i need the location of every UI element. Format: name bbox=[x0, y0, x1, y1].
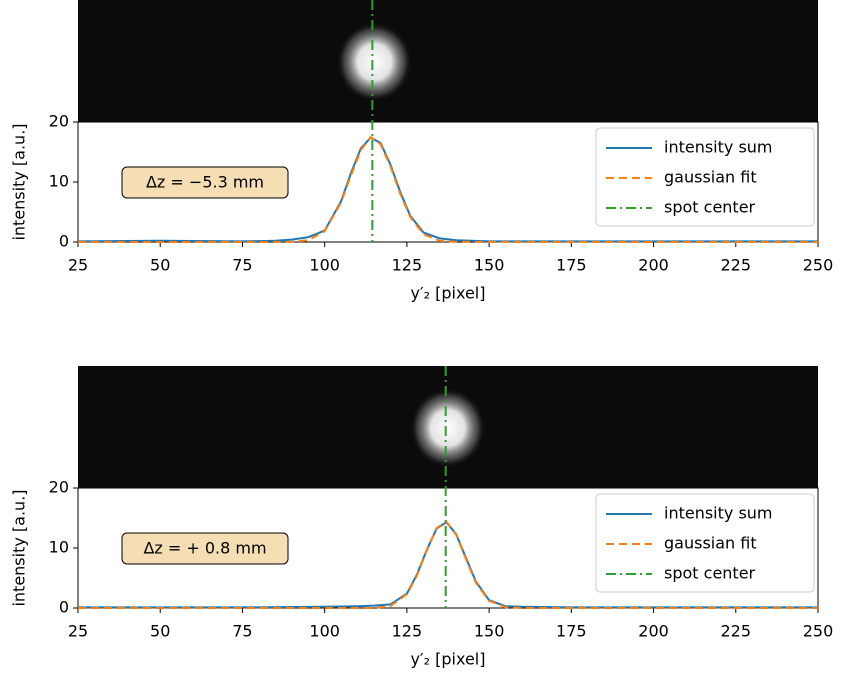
x-tick-label: 200 bbox=[638, 622, 669, 641]
x-tick-label: 75 bbox=[232, 622, 252, 641]
legend-label: spot center bbox=[664, 564, 756, 583]
y-axis-label: intensity [a.u.] bbox=[10, 489, 29, 606]
x-axis-label: y′₂ [pixel] bbox=[411, 650, 486, 669]
y-tick-label: 10 bbox=[49, 538, 69, 557]
data-line bbox=[78, 520, 818, 609]
x-tick-label: 50 bbox=[150, 256, 170, 275]
x-tick-label: 50 bbox=[150, 622, 170, 641]
x-tick-label: 75 bbox=[232, 256, 252, 275]
legend-label: intensity sum bbox=[664, 504, 773, 523]
x-tick-label: 150 bbox=[474, 622, 505, 641]
x-axis-label: y′₂ [pixel] bbox=[411, 284, 486, 303]
x-tick-label: 125 bbox=[392, 622, 423, 641]
x-tick-label: 175 bbox=[556, 622, 587, 641]
x-tick-label: 25 bbox=[68, 256, 88, 275]
y-tick-label: 20 bbox=[49, 478, 69, 497]
x-tick-label: 125 bbox=[392, 256, 423, 275]
legend-label: spot center bbox=[664, 198, 756, 217]
x-tick-label: 100 bbox=[309, 256, 340, 275]
legend-box bbox=[595, 493, 815, 593]
x-tick-label: 25 bbox=[68, 622, 88, 641]
data-line bbox=[78, 135, 818, 243]
annotation: Δz = −5.3 mm bbox=[146, 173, 264, 192]
legend-box bbox=[595, 127, 815, 227]
y-tick-label: 0 bbox=[59, 598, 69, 617]
annotation: Δz = + 0.8 mm bbox=[143, 539, 266, 558]
legend-label: intensity sum bbox=[664, 138, 773, 157]
x-tick-label: 225 bbox=[721, 256, 752, 275]
camera-image bbox=[78, 0, 818, 122]
x-tick-label: 225 bbox=[721, 622, 752, 641]
annotation-box bbox=[121, 166, 289, 199]
x-tick-label: 175 bbox=[556, 256, 587, 275]
legend-label: gaussian fit bbox=[664, 168, 757, 187]
legend-label: gaussian fit bbox=[664, 534, 757, 553]
annotation-box bbox=[121, 532, 289, 565]
spot bbox=[336, 22, 413, 102]
x-tick-label: 150 bbox=[474, 256, 505, 275]
y-axis-label: intensity [a.u.] bbox=[10, 123, 29, 240]
y-tick-label: 10 bbox=[49, 172, 69, 191]
x-tick-label: 250 bbox=[803, 256, 834, 275]
x-tick-label: 200 bbox=[638, 256, 669, 275]
spot bbox=[409, 388, 486, 468]
x-tick-label: 100 bbox=[309, 622, 340, 641]
y-tick-label: 20 bbox=[49, 112, 69, 131]
y-tick-label: 0 bbox=[59, 232, 69, 251]
x-tick-label: 250 bbox=[803, 622, 834, 641]
